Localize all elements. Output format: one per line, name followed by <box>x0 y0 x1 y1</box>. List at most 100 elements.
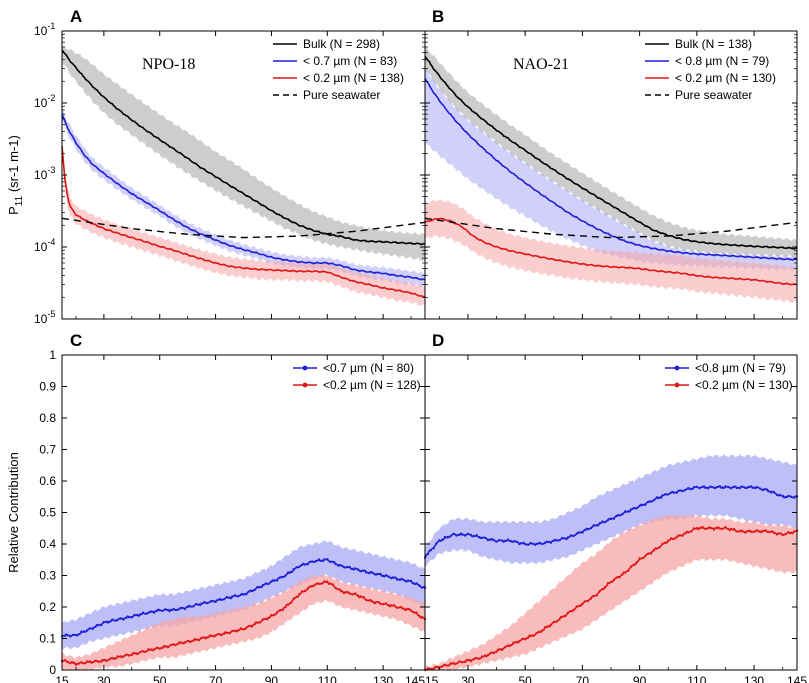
point-d-series-0 <box>544 541 547 544</box>
point-c-series-1 <box>122 655 125 658</box>
point-c-series-1 <box>287 603 290 606</box>
point-d-series-1 <box>644 554 647 558</box>
point-c-series-0 <box>401 578 404 581</box>
point-c-series-0 <box>250 589 254 593</box>
point-d-series-1 <box>647 552 650 555</box>
point-c-series-1 <box>225 631 228 635</box>
point-d-series-0 <box>461 533 464 536</box>
point-d-series-1 <box>767 530 770 534</box>
point-d-series-0 <box>627 510 630 513</box>
point-c-series-0 <box>220 598 223 601</box>
point-c-series-0 <box>192 605 195 608</box>
point-c-series-0 <box>275 579 279 582</box>
legend-label: Bulk (N = 298) <box>303 37 380 51</box>
point-d-series-1 <box>589 597 593 600</box>
point-d-series-1 <box>735 530 739 533</box>
point-d-series-0 <box>469 533 472 537</box>
line-a-series-3 <box>61 217 426 239</box>
point-d-series-1 <box>598 590 601 593</box>
legend-label: < 0.8 µm (N = 79) <box>675 54 769 68</box>
band-a-series-0 <box>62 46 425 262</box>
point-c-series-1 <box>152 648 156 651</box>
point-c-series-1 <box>88 660 92 663</box>
point-c-series-1 <box>166 646 170 649</box>
point-d-series-1 <box>664 541 667 544</box>
point-d-series-1 <box>518 640 521 643</box>
point-c-series-1 <box>317 582 321 586</box>
point-d-series-1 <box>609 580 613 584</box>
point-d-series-1 <box>741 530 744 533</box>
point-c-series-0 <box>314 559 318 563</box>
point-d-series-0 <box>546 540 550 544</box>
point-c-series-1 <box>412 611 415 614</box>
point-c-series-0 <box>379 572 382 576</box>
point-c-series-1 <box>356 594 360 597</box>
point-c-series-1 <box>273 613 276 616</box>
y-tick-label: 10-5 <box>34 309 55 326</box>
point-c-series-1 <box>158 647 161 650</box>
point-d-series-0 <box>452 532 455 536</box>
point-d-series-0 <box>787 494 790 498</box>
x-tick-label: 70 <box>209 674 223 683</box>
point-c-series-0 <box>337 564 340 567</box>
point-c-series-0 <box>172 607 175 611</box>
point-d-series-1 <box>701 526 704 529</box>
point-c-series-1 <box>183 641 187 644</box>
point-c-series-1 <box>368 599 371 602</box>
point-c-series-1 <box>354 592 357 595</box>
point-d-series-1 <box>463 660 467 664</box>
point-c-series-0 <box>317 558 321 561</box>
point-c-series-1 <box>409 609 413 612</box>
point-c-series-0 <box>94 625 97 628</box>
point-c-series-1 <box>108 658 111 661</box>
point-d-series-1 <box>595 594 598 597</box>
point-c-series-0 <box>407 579 410 582</box>
point-d-series-0 <box>524 543 527 546</box>
point-d-series-0 <box>718 485 721 488</box>
point-d-series-0 <box>558 539 561 542</box>
point-c-series-0 <box>404 579 407 583</box>
point-d-series-0 <box>578 531 581 534</box>
point-c-series-0 <box>273 579 276 582</box>
point-c-series-0 <box>292 568 295 571</box>
point-c-series-1 <box>113 657 117 660</box>
point-c-series-0 <box>309 560 312 564</box>
point-d-series-1 <box>627 569 630 572</box>
band-d-series-1 <box>425 514 797 670</box>
point-d-series-1 <box>761 529 764 533</box>
point-d-series-1 <box>621 573 624 576</box>
point-d-series-1 <box>641 556 644 560</box>
point-d-series-1 <box>669 537 673 540</box>
point-d-series-0 <box>712 486 716 489</box>
point-d-series-0 <box>538 541 541 544</box>
point-c-series-1 <box>214 634 217 637</box>
point-c-series-0 <box>99 623 103 627</box>
point-c-series-1 <box>387 604 390 607</box>
point-d-series-1 <box>772 531 776 535</box>
point-d-series-1 <box>512 641 515 644</box>
point-c-series-1 <box>74 663 78 666</box>
point-c-series-0 <box>228 596 231 599</box>
point-c-series-0 <box>231 595 234 598</box>
point-c-series-0 <box>152 611 156 614</box>
y-tick-label: 10-1 <box>34 21 55 38</box>
point-c-series-0 <box>415 582 418 585</box>
point-c-series-0 <box>105 620 108 623</box>
point-d-series-1 <box>715 526 719 530</box>
point-c-series-0 <box>136 613 139 617</box>
point-d-series-1 <box>492 651 495 655</box>
point-d-series-0 <box>489 538 492 541</box>
point-d-series-1 <box>558 618 561 621</box>
point-c-series-0 <box>306 563 309 566</box>
point-d-series-1 <box>698 526 701 530</box>
point-c-series-0 <box>393 576 396 579</box>
point-c-series-1 <box>418 614 421 618</box>
point-c-series-0 <box>300 563 304 567</box>
point-d-series-1 <box>532 634 535 637</box>
point-d-series-1 <box>495 650 498 653</box>
point-d-series-0 <box>506 538 510 541</box>
point-d-series-1 <box>446 664 450 667</box>
point-d-series-0 <box>455 534 458 537</box>
point-d-series-0 <box>592 524 595 527</box>
point-d-series-0 <box>458 533 461 537</box>
